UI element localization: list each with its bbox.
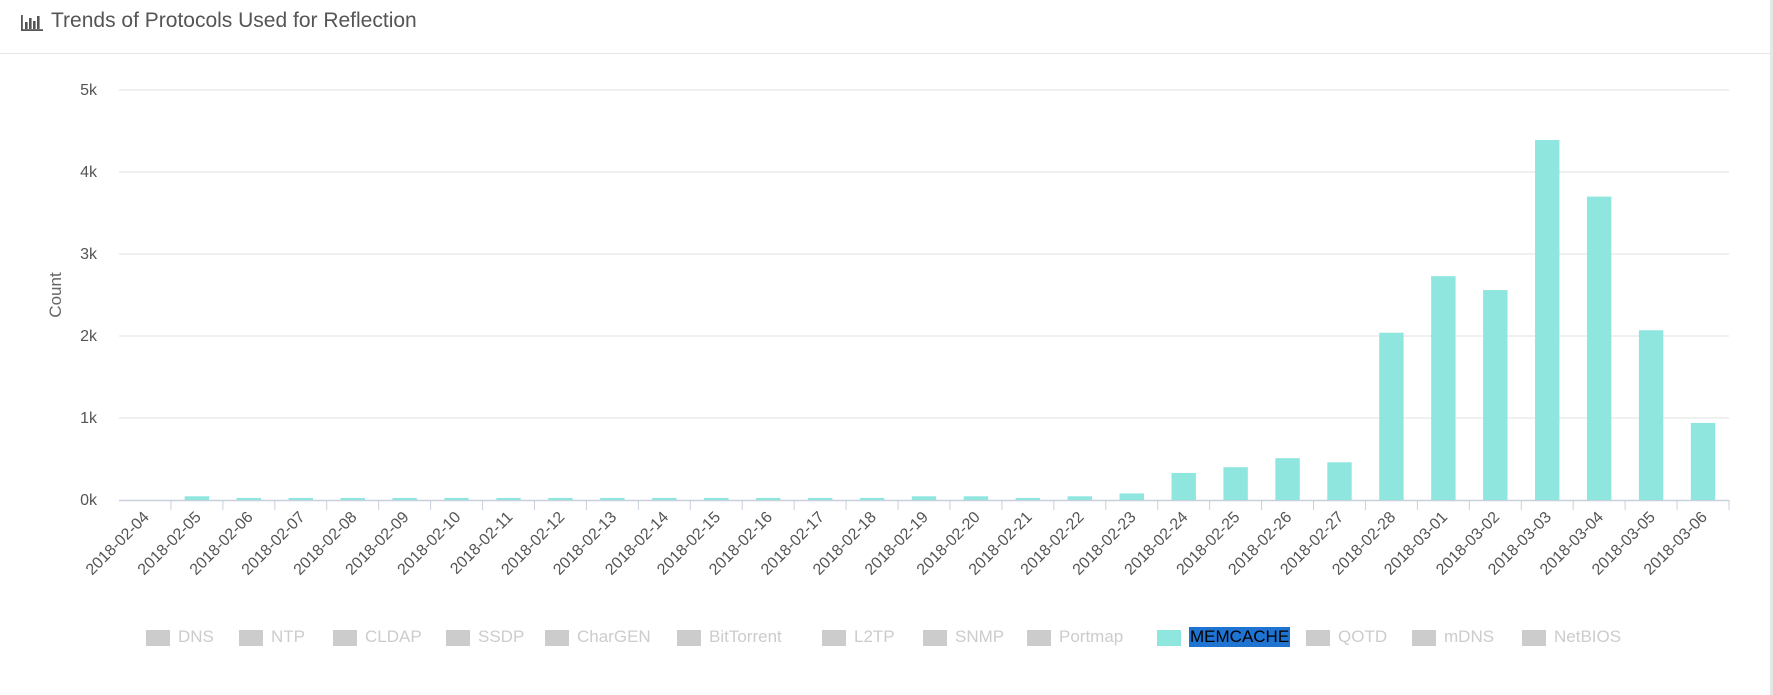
legend-swatch <box>545 630 569 646</box>
bar-2018-02-08 <box>340 497 365 500</box>
legend-label: SSDP <box>478 627 525 646</box>
bar-2018-02-17 <box>807 497 833 500</box>
page-title: Trends of Protocols Used for Reflection <box>51 9 417 32</box>
legend-label: NTP <box>271 627 305 646</box>
legend-label: NetBIOS <box>1554 627 1622 646</box>
bar-2018-02-25 <box>1223 467 1248 500</box>
legend-swatch <box>239 630 263 646</box>
y-axis-label: Count <box>46 272 65 318</box>
legend-label: Portmap <box>1059 627 1124 646</box>
legend-swatch <box>1157 630 1181 646</box>
legend-swatch <box>1027 630 1051 646</box>
bar-2018-03-01 <box>1431 276 1456 500</box>
bar-2018-02-10 <box>444 497 469 500</box>
bar-2018-03-03 <box>1535 140 1560 500</box>
y-tick-label: 5k <box>80 82 98 99</box>
legend-label: L2TP <box>854 627 895 646</box>
legend-swatch <box>677 630 701 646</box>
y-tick-label: 4k <box>80 164 98 181</box>
bar-2018-02-13 <box>600 497 625 500</box>
chart-legend: DNS NTP CLDAP SSDP CharGEN BitTorrent L2TP SNMP… <box>0 620 1770 656</box>
legend-label: QOTD <box>1338 627 1388 646</box>
panel-edge <box>1770 0 1773 695</box>
bar-2018-03-02 <box>1483 290 1508 500</box>
bar-2018-02-23 <box>1119 493 1144 500</box>
bar-2018-02-21 <box>1015 497 1041 500</box>
legend-swatch <box>1306 630 1330 646</box>
legend-swatch <box>822 630 846 646</box>
bar-2018-02-22 <box>1067 496 1093 500</box>
bar-2018-02-14 <box>652 497 677 500</box>
bar-2018-03-06 <box>1690 422 1716 500</box>
bar-chart: 0k1k2k3k4k5kCount2018-02-042018-02-05201… <box>46 82 1730 579</box>
bar-2018-02-19 <box>911 496 937 500</box>
bar-chart-icon <box>20 14 44 32</box>
panel-header: Trends of Protocols Used for Reflection <box>0 0 1770 54</box>
y-tick-label: 1k <box>80 410 98 427</box>
bar-2018-02-27 <box>1327 462 1352 500</box>
legend-label: CLDAP <box>365 627 422 646</box>
bar-2018-02-18 <box>859 497 885 500</box>
bar-2018-02-24 <box>1171 472 1196 500</box>
legend-swatch <box>1522 630 1546 646</box>
bar-2018-02-12 <box>548 497 573 500</box>
legend-swatch <box>1412 630 1436 646</box>
legend-swatch <box>446 630 470 646</box>
y-tick-label: 2k <box>80 328 98 345</box>
y-tick-label: 0k <box>80 492 98 509</box>
legend-label: CharGEN <box>577 627 651 646</box>
legend-swatch <box>923 630 947 646</box>
y-tick-label: 3k <box>80 246 98 263</box>
bar-2018-02-07 <box>288 497 313 500</box>
legend-label: mDNS <box>1444 627 1495 646</box>
legend-swatch <box>146 630 170 646</box>
bar-2018-02-28 <box>1379 332 1404 500</box>
legend-label: SNMP <box>955 627 1005 646</box>
bar-2018-02-15 <box>704 497 729 500</box>
bar-2018-02-06 <box>236 497 262 500</box>
legend-label: MEMCACHE <box>1189 627 1291 647</box>
bar-2018-02-05 <box>184 496 210 500</box>
legend-swatch <box>333 630 357 646</box>
bar-2018-03-05 <box>1638 330 1664 500</box>
legend-label: BitTorrent <box>709 627 782 646</box>
bar-2018-02-09 <box>392 497 417 500</box>
legend-label: DNS <box>178 627 214 646</box>
bar-2018-02-26 <box>1275 458 1300 500</box>
bar-2018-03-04 <box>1586 196 1612 500</box>
bar-2018-02-16 <box>755 497 781 500</box>
bar-2018-02-11 <box>496 497 521 500</box>
bar-2018-02-20 <box>963 496 989 500</box>
